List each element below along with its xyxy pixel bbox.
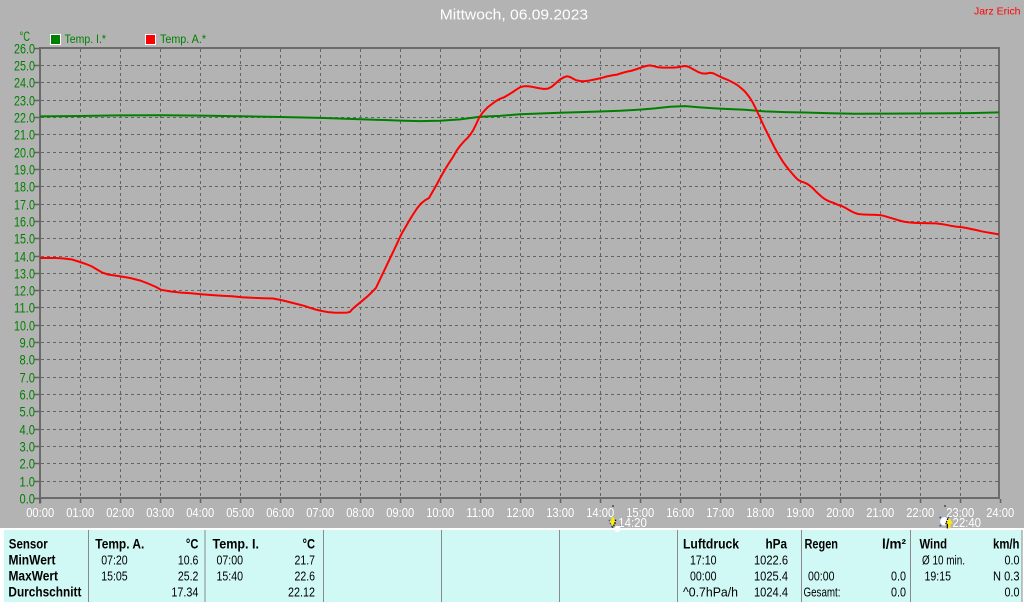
svg-text:24:00: 24:00 bbox=[986, 505, 1014, 520]
svg-text:Temp. I.*: Temp. I.* bbox=[65, 34, 107, 46]
svg-text:Temp. A.*: Temp. A.* bbox=[160, 34, 206, 46]
svg-text:0.0: 0.0 bbox=[891, 568, 906, 583]
svg-text:07:20: 07:20 bbox=[101, 552, 128, 567]
svg-text:4.0: 4.0 bbox=[20, 423, 36, 438]
svg-text:21.0: 21.0 bbox=[14, 128, 35, 143]
svg-text:1.0: 1.0 bbox=[20, 475, 36, 490]
svg-text:19:15: 19:15 bbox=[925, 568, 952, 583]
svg-text:7.0: 7.0 bbox=[20, 371, 36, 386]
svg-text:14:20: 14:20 bbox=[618, 515, 647, 530]
svg-text:15:40: 15:40 bbox=[217, 568, 244, 583]
svg-text:°C: °C bbox=[186, 536, 199, 551]
svg-text:15:00: 15:00 bbox=[626, 505, 654, 520]
svg-text:23:00: 23:00 bbox=[946, 505, 974, 520]
svg-text:hPa: hPa bbox=[766, 536, 788, 551]
svg-text:13:00: 13:00 bbox=[546, 505, 574, 520]
svg-text:23.0: 23.0 bbox=[14, 94, 35, 109]
svg-text:07:00: 07:00 bbox=[306, 505, 334, 520]
svg-text:km/h: km/h bbox=[993, 536, 1020, 551]
svg-text:03:00: 03:00 bbox=[146, 505, 174, 520]
svg-text:17:10: 17:10 bbox=[690, 552, 717, 567]
svg-text:14:00: 14:00 bbox=[586, 505, 614, 520]
svg-text:20:00: 20:00 bbox=[826, 505, 854, 520]
svg-text:06:00: 06:00 bbox=[266, 505, 294, 520]
svg-text:Ø 10 min.: Ø 10 min. bbox=[922, 552, 965, 567]
svg-text:Regen: Regen bbox=[805, 536, 839, 551]
svg-text:Temp. A.: Temp. A. bbox=[95, 536, 144, 551]
svg-text:04:00: 04:00 bbox=[186, 505, 214, 520]
svg-text:°C: °C bbox=[303, 536, 316, 551]
svg-text:15.0: 15.0 bbox=[14, 232, 35, 247]
svg-text:09:00: 09:00 bbox=[386, 505, 414, 520]
svg-text:Sensor: Sensor bbox=[9, 536, 49, 551]
svg-text:11:00: 11:00 bbox=[466, 505, 494, 520]
svg-text:19.0: 19.0 bbox=[14, 163, 35, 178]
svg-text:11.0: 11.0 bbox=[14, 301, 35, 316]
svg-text:Jarz Erich: Jarz Erich bbox=[974, 6, 1021, 18]
svg-text:22.12: 22.12 bbox=[288, 584, 315, 599]
svg-text:22:00: 22:00 bbox=[906, 505, 934, 520]
svg-text:22.6: 22.6 bbox=[295, 568, 316, 583]
svg-text:1022.6: 1022.6 bbox=[754, 552, 788, 567]
svg-text:26.0: 26.0 bbox=[14, 42, 35, 57]
svg-text:0.0: 0.0 bbox=[1005, 584, 1020, 599]
svg-text:12.0: 12.0 bbox=[14, 284, 35, 299]
svg-text:l/m²: l/m² bbox=[882, 536, 906, 551]
svg-text:3.0: 3.0 bbox=[20, 440, 36, 455]
svg-text:5.0: 5.0 bbox=[20, 405, 36, 420]
svg-text:1024.4: 1024.4 bbox=[754, 584, 788, 599]
svg-text:05:00: 05:00 bbox=[226, 505, 254, 520]
svg-text:N 0.3: N 0.3 bbox=[993, 568, 1020, 583]
svg-text:02:00: 02:00 bbox=[106, 505, 134, 520]
svg-text:Gesamt:: Gesamt: bbox=[804, 584, 841, 599]
svg-text:Luftdruck: Luftdruck bbox=[683, 536, 739, 551]
svg-text:25.2: 25.2 bbox=[178, 568, 199, 583]
svg-text:18:00: 18:00 bbox=[746, 505, 774, 520]
svg-text:6.0: 6.0 bbox=[20, 388, 36, 403]
svg-text:19:00: 19:00 bbox=[786, 505, 814, 520]
svg-text:2.0: 2.0 bbox=[20, 457, 36, 472]
svg-text:14.0: 14.0 bbox=[14, 250, 35, 265]
svg-text:MinWert: MinWert bbox=[9, 552, 56, 567]
svg-text:00:00: 00:00 bbox=[26, 505, 54, 520]
svg-text:10.6: 10.6 bbox=[178, 552, 199, 567]
svg-text:01:00: 01:00 bbox=[66, 505, 94, 520]
svg-text:0.0: 0.0 bbox=[891, 584, 906, 599]
svg-text:13.0: 13.0 bbox=[14, 267, 35, 282]
svg-text:8.0: 8.0 bbox=[20, 353, 36, 368]
svg-text:08:00: 08:00 bbox=[346, 505, 374, 520]
svg-text:24.0: 24.0 bbox=[14, 76, 35, 91]
svg-text:16.0: 16.0 bbox=[14, 215, 35, 230]
svg-text:17:00: 17:00 bbox=[706, 505, 734, 520]
svg-text:°C: °C bbox=[20, 29, 31, 44]
svg-text:21.7: 21.7 bbox=[295, 552, 316, 567]
svg-text:18.0: 18.0 bbox=[14, 180, 35, 195]
svg-text:00:00: 00:00 bbox=[808, 568, 835, 583]
svg-text:25.0: 25.0 bbox=[14, 59, 35, 74]
svg-text:Wind: Wind bbox=[920, 536, 948, 551]
svg-text:07:00: 07:00 bbox=[217, 552, 244, 567]
svg-text:Durchschnitt: Durchschnitt bbox=[8, 584, 81, 599]
svg-text:17.34: 17.34 bbox=[171, 584, 198, 599]
svg-text:17.0: 17.0 bbox=[14, 198, 35, 213]
svg-text:15:05: 15:05 bbox=[101, 568, 128, 583]
svg-text:22.0: 22.0 bbox=[14, 111, 35, 126]
svg-text:16:00: 16:00 bbox=[666, 505, 694, 520]
svg-text:21:00: 21:00 bbox=[866, 505, 894, 520]
svg-text:9.0: 9.0 bbox=[20, 336, 36, 351]
svg-text:0.0: 0.0 bbox=[1005, 552, 1020, 567]
svg-text:Temp. I.: Temp. I. bbox=[213, 536, 260, 551]
svg-text:^0.7hPa/h: ^0.7hPa/h bbox=[683, 584, 738, 599]
svg-text:1025.4: 1025.4 bbox=[754, 568, 788, 583]
svg-text:20.0: 20.0 bbox=[14, 146, 35, 161]
svg-text:0.0: 0.0 bbox=[20, 492, 36, 507]
svg-text:10.0: 10.0 bbox=[14, 319, 35, 334]
svg-text:00:00: 00:00 bbox=[690, 568, 717, 583]
svg-text:MaxWert: MaxWert bbox=[9, 568, 59, 583]
svg-text:Mittwoch, 06.09.2023: Mittwoch, 06.09.2023 bbox=[440, 7, 588, 24]
svg-text:22:40: 22:40 bbox=[953, 515, 982, 530]
svg-text:12:00: 12:00 bbox=[506, 505, 534, 520]
svg-text:10:00: 10:00 bbox=[426, 505, 454, 520]
